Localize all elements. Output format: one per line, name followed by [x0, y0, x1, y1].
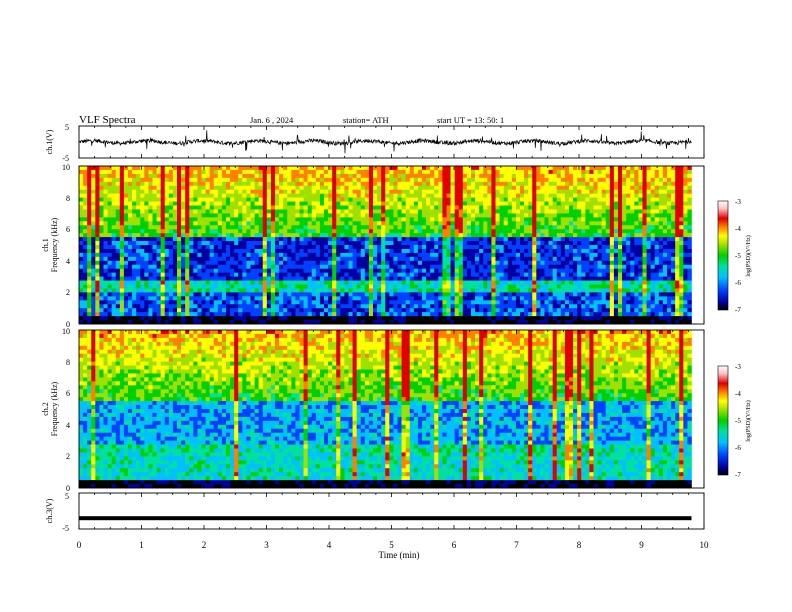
- ch2-freq-tick-10: 10: [62, 327, 70, 336]
- ch3-ytick-bottom: -5: [62, 524, 69, 533]
- ch1-waveform-line: [79, 130, 692, 154]
- ch1-ylabel: ch.1(V): [45, 129, 54, 154]
- ch2-spec-ylabel-frequency: Frequency (kHz): [50, 381, 59, 436]
- ch1-spectrogram-panel: 0 2 4 6 8 10 ch.1 Frequency (kHz): [41, 163, 705, 329]
- figure-title: VLF Spectra: [79, 114, 136, 126]
- ch3-waveform-line: [79, 516, 692, 521]
- x-tick-6: 6: [452, 540, 457, 550]
- ch1-spectrogram-image: [79, 166, 692, 325]
- ch1-colorbar-bar: [717, 200, 729, 311]
- ch2-cb-tick-m3: -3: [735, 363, 741, 371]
- ch1-ytick-bottom: -5: [62, 154, 69, 163]
- ch2-freq-tick-0: 0: [66, 484, 70, 493]
- ch2-cb-tick-m4: -4: [735, 390, 741, 398]
- ch1-cb-tick-m4: -4: [735, 225, 741, 233]
- ch2-cb-tick-m7: -7: [735, 471, 741, 479]
- ch1-cb-tick-m7: -7: [735, 306, 741, 314]
- ch1-cb-tick-m5: -5: [735, 252, 741, 260]
- x-tick-2: 2: [202, 540, 207, 550]
- ch1-freq-tick-10: 10: [62, 163, 70, 172]
- ch2-cb-tick-m5: -5: [735, 417, 741, 425]
- ch1-ytick-top: 5: [65, 123, 69, 132]
- ch3-ytick-top: 5: [65, 492, 69, 501]
- ch1-freq-tick-0: 0: [66, 320, 70, 329]
- x-axis-ticks: [78, 126, 705, 529]
- start-ut-label: start UT = 13: 50: 1: [437, 115, 504, 125]
- x-tick-5: 5: [389, 540, 394, 550]
- ch2-freq-tick-2: 2: [66, 452, 70, 461]
- ch1-spec-ylabel-frequency: Frequency (kHz): [50, 217, 59, 272]
- x-axis: 0 1 2 3 4 5 6 7 8 9 10 Time (min): [77, 540, 709, 560]
- x-tick-8: 8: [577, 540, 582, 550]
- station-label: station= ATH: [343, 115, 389, 125]
- date-label: Jan. 6 , 2024: [250, 115, 294, 125]
- ch1-cb-tick-m6: -6: [735, 279, 741, 287]
- x-tick-7: 7: [514, 540, 519, 550]
- x-tick-0: 0: [77, 540, 82, 550]
- ch1-spec-ylabel-channel: ch.1: [41, 238, 50, 252]
- ch1-colorbar: -3 -4 -5 -6 -7 log(PSD)(V²/Hz): [717, 198, 752, 314]
- ch1-cb-tick-m3: -3: [735, 198, 741, 206]
- ch1-freq-tick-8: 8: [66, 194, 70, 203]
- ch2-colorbar-label: log(PSD)(V²/Hz): [745, 400, 752, 441]
- ch1-waveform-frame: [78, 125, 705, 159]
- ch1-freq-tick-4: 4: [66, 257, 70, 266]
- ch1-waveform-panel: 5 -5 ch.1(V): [45, 123, 705, 163]
- ch2-freq-tick-8: 8: [66, 358, 70, 367]
- ch2-spectrogram-image: [79, 330, 692, 489]
- ch2-spectrogram-panel: 0 2 4 6 8 10 ch.2 Frequency (kHz): [41, 327, 705, 493]
- ch2-cb-tick-m6: -6: [735, 444, 741, 452]
- ch1-colorbar-label: log(PSD)(V²/Hz): [745, 235, 752, 276]
- x-tick-3: 3: [264, 540, 269, 550]
- ch2-freq-tick-4: 4: [66, 421, 70, 430]
- x-tick-1: 1: [139, 540, 144, 550]
- ch3-waveform-frame: [78, 492, 705, 530]
- x-tick-10: 10: [700, 540, 710, 550]
- ch2-colorbar-bar: [717, 365, 729, 476]
- x-axis-label: Time (min): [379, 550, 420, 560]
- ch2-freq-tick-6: 6: [66, 389, 70, 398]
- ch1-freq-tick-2: 2: [66, 288, 70, 297]
- ch2-spec-ylabel-channel: ch.2: [41, 402, 50, 416]
- ch3-ylabel: ch.3(V): [45, 498, 54, 523]
- x-tick-4: 4: [327, 540, 332, 550]
- ch3-waveform-panel: 5 -5 ch.3(V): [45, 492, 705, 533]
- x-tick-9: 9: [639, 540, 644, 550]
- ch2-colorbar: -3 -4 -5 -6 -7 log(PSD)(V²/Hz): [717, 363, 752, 479]
- ch1-freq-tick-6: 6: [66, 225, 70, 234]
